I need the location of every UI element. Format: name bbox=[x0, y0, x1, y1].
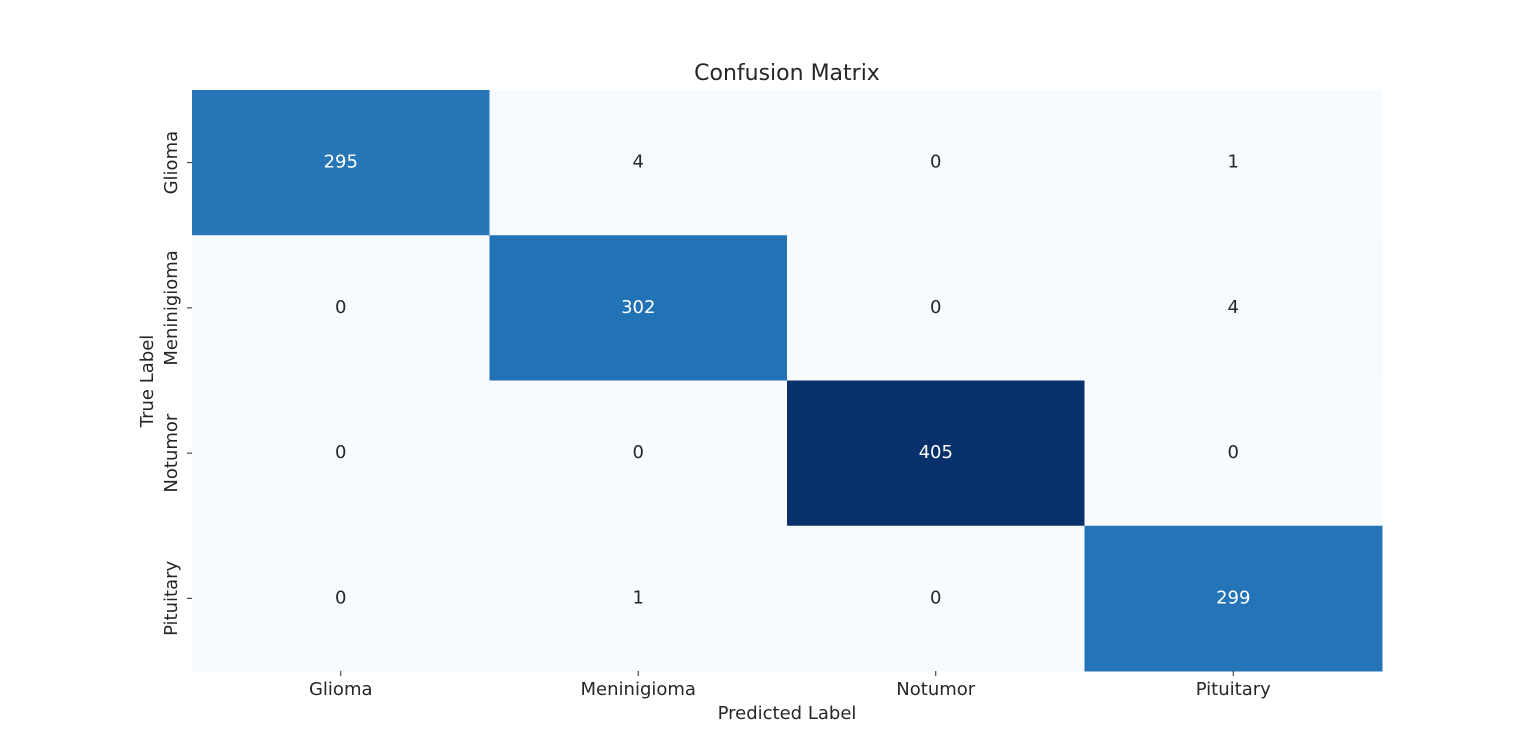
heatmap-cell-r3-c1 bbox=[489, 525, 788, 672]
x-tick-label-3: Pituitary bbox=[1196, 679, 1271, 700]
y-tick-label-3: Pituitary bbox=[161, 560, 182, 635]
x-tick-label-0: Glioma bbox=[309, 679, 373, 700]
heatmap-cell-r2-c2 bbox=[787, 380, 1085, 527]
cell-value-r1-c1: 302 bbox=[621, 297, 655, 318]
cell-value-r1-c2: 0 bbox=[930, 297, 941, 318]
cell-value-r1-c3: 4 bbox=[1228, 297, 1239, 318]
cell-value-r2-c2: 405 bbox=[919, 442, 953, 463]
heatmap-cell-r2-c3 bbox=[1084, 380, 1383, 527]
x-tick-label-1: Meninigioma bbox=[581, 679, 696, 700]
heatmap-cells bbox=[192, 90, 1383, 672]
cell-value-r2-c3: 0 bbox=[1228, 442, 1239, 463]
y-tick-label-2: Notumor bbox=[161, 413, 182, 492]
heatmap-cell-r2-c0 bbox=[192, 380, 490, 527]
y-axis-label: True Label bbox=[137, 335, 158, 429]
heatmap-cell-r3-c2 bbox=[787, 525, 1085, 672]
cell-value-r0-c3: 1 bbox=[1228, 152, 1239, 173]
y-tick-label-1: Meninigioma bbox=[161, 250, 182, 365]
x-axis-ticks: Glioma Meninigioma Notumor Pituitary bbox=[309, 671, 1271, 700]
cell-value-r3-c0: 0 bbox=[335, 587, 346, 608]
cell-value-r2-c0: 0 bbox=[335, 442, 346, 463]
x-tick-label-2: Notumor bbox=[896, 679, 975, 700]
cell-value-r2-c1: 0 bbox=[633, 442, 644, 463]
cell-value-r3-c2: 0 bbox=[930, 587, 941, 608]
chart-title: Confusion Matrix bbox=[694, 61, 880, 86]
heatmap-cell-r0-c2 bbox=[787, 90, 1085, 236]
heatmap-cell-r0-c0 bbox=[192, 90, 490, 236]
heatmap-cell-r2-c1 bbox=[489, 380, 788, 527]
heatmap-cell-r1-c3 bbox=[1084, 235, 1383, 381]
cell-value-r1-c0: 0 bbox=[335, 297, 346, 318]
heatmap-cell-r3-c3 bbox=[1084, 525, 1383, 672]
heatmap-cell-r1-c0 bbox=[192, 235, 490, 381]
cell-value-r0-c0: 295 bbox=[324, 152, 358, 173]
y-axis-ticks: Glioma Meninigioma Notumor Pituitary bbox=[161, 131, 192, 636]
cell-value-r0-c1: 4 bbox=[633, 152, 644, 173]
cell-value-r3-c3: 299 bbox=[1216, 587, 1250, 608]
y-tick-label-0: Glioma bbox=[161, 131, 182, 195]
cell-value-r0-c2: 0 bbox=[930, 152, 941, 173]
heatmap-cell-r3-c0 bbox=[192, 525, 490, 672]
heatmap-cell-r0-c3 bbox=[1084, 90, 1383, 236]
heatmap-annotations: 295 4 0 1 0 302 0 4 0 0 405 0 0 1 0 299 bbox=[324, 152, 1251, 609]
x-axis-label: Predicted Label bbox=[718, 703, 857, 724]
heatmap-cell-r1-c1 bbox=[489, 235, 788, 381]
heatmap-cell-r1-c2 bbox=[787, 235, 1085, 381]
cell-value-r3-c1: 1 bbox=[633, 587, 644, 608]
heatmap-cell-r0-c1 bbox=[489, 90, 788, 236]
